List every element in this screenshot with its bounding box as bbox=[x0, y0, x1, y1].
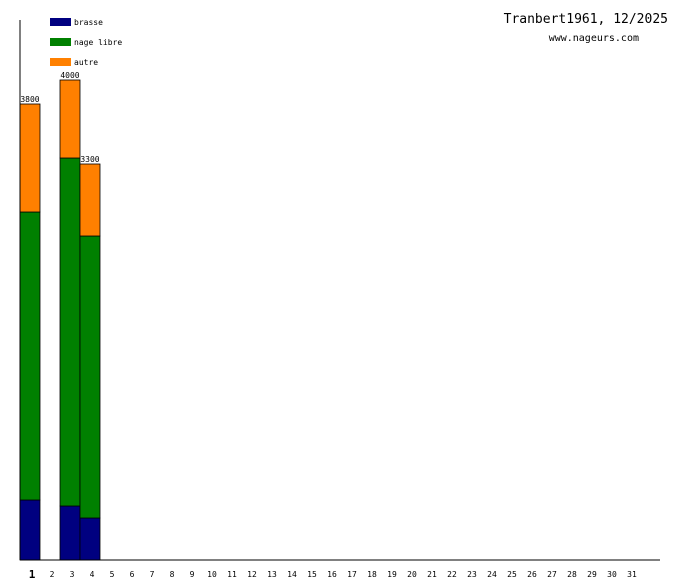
bar-segment-nage-libre-day-4 bbox=[79, 235, 101, 519]
bar-segment-brasse-day-1 bbox=[19, 499, 41, 561]
bar-total-label: 4000 bbox=[60, 71, 79, 80]
chart-subtitle: www.nageurs.com bbox=[549, 33, 639, 44]
axes bbox=[19, 20, 660, 561]
x-tick-label: 11 bbox=[227, 570, 237, 579]
x-tick-label: 31 bbox=[627, 570, 637, 579]
x-tick-label: 17 bbox=[347, 570, 357, 579]
x-tick-label: 5 bbox=[110, 570, 115, 579]
x-tick-label: 22 bbox=[447, 570, 457, 579]
x-tick-label: 7 bbox=[150, 570, 155, 579]
x-tick-label: 18 bbox=[367, 570, 377, 579]
x-tick-label: 6 bbox=[130, 570, 135, 579]
x-tick-label: 29 bbox=[587, 570, 597, 579]
legend-label: brasse bbox=[74, 18, 103, 27]
x-tick-label: 14 bbox=[287, 570, 297, 579]
bars: 3800 4000 3300 bbox=[19, 71, 101, 561]
x-tick-label: 16 bbox=[327, 570, 337, 579]
x-tick-label: 20 bbox=[407, 570, 417, 579]
bar-total-label: 3300 bbox=[80, 155, 99, 164]
x-tick-label: 4 bbox=[90, 570, 95, 579]
chart-title: Tranbert1961, 12/2025 bbox=[504, 12, 668, 27]
x-tick-label: 15 bbox=[307, 570, 317, 579]
x-tick-label: 13 bbox=[267, 570, 277, 579]
x-tick-label: 1 bbox=[29, 568, 36, 580]
x-tick-label: 19 bbox=[387, 570, 397, 579]
x-tick-label: 30 bbox=[607, 570, 617, 579]
x-tick-label: 21 bbox=[427, 570, 437, 579]
x-tick-label: 2 bbox=[50, 570, 55, 579]
legend: brasse nage libre autre bbox=[50, 18, 122, 67]
x-tick-label: 25 bbox=[507, 570, 517, 579]
bar-segment-autre-day-3 bbox=[59, 79, 81, 159]
x-tick-label: 8 bbox=[170, 570, 175, 579]
bar-segment-brasse-day-4 bbox=[79, 517, 101, 561]
x-tick-label: 23 bbox=[467, 570, 477, 579]
legend-swatch-brasse bbox=[50, 18, 71, 26]
x-tick-label: 9 bbox=[190, 570, 195, 579]
legend-label: nage libre bbox=[74, 38, 122, 47]
x-tick-label: 10 bbox=[207, 570, 217, 579]
legend-swatch-nage-libre bbox=[50, 38, 71, 46]
legend-label: autre bbox=[74, 58, 98, 67]
bar-segment-brasse-day-3 bbox=[59, 505, 81, 561]
x-tick-label: 12 bbox=[247, 570, 257, 579]
bar-segment-autre-day-1 bbox=[19, 103, 41, 213]
bar-segment-nage-libre-day-1 bbox=[19, 211, 41, 501]
bar-total-label: 3800 bbox=[20, 95, 39, 104]
x-tick-label: 27 bbox=[547, 570, 557, 579]
x-tick-labels: 1 2 3 4 5 6 7 8 9 10 11 12 13 14 15 16 17 18 19 20 21 22 23 24 2… bbox=[29, 568, 637, 580]
x-tick-label: 3 bbox=[70, 570, 75, 579]
x-tick-label: 24 bbox=[487, 570, 497, 579]
bar-segment-nage-libre-day-3 bbox=[59, 157, 81, 507]
legend-swatch-autre bbox=[50, 58, 71, 66]
bar-segment-autre-day-4 bbox=[79, 163, 101, 237]
x-tick-label: 28 bbox=[567, 570, 577, 579]
x-tick-label: 26 bbox=[527, 570, 537, 579]
